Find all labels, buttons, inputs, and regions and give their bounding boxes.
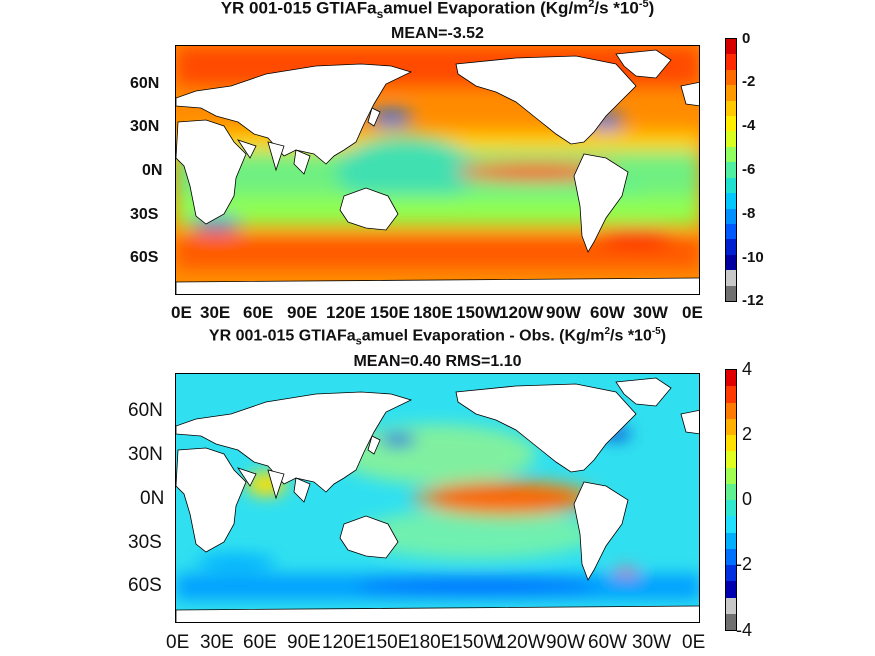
map1-colorbar-label: -12 (742, 292, 764, 309)
colorbar-segment (726, 208, 736, 226)
colorbar-segment (726, 177, 736, 195)
map2-stats: MEAN=0.40 RMS=1.10 (353, 353, 522, 370)
colorbar-segment (726, 565, 736, 583)
map1-lon-label: 30W (633, 303, 668, 322)
colorbar-segment (726, 532, 736, 551)
colorbar-segment (726, 516, 736, 534)
colorbar-segment (726, 69, 736, 87)
colorbar-segment (726, 54, 736, 72)
map1-colorbar-label: -4 (742, 117, 756, 134)
colorbar-segment (726, 597, 736, 616)
colorbar-segment (726, 370, 736, 388)
map2-colorbar-label: -2 (736, 554, 753, 574)
colorbar-segment (726, 270, 736, 287)
colorbar-segment (726, 131, 736, 149)
colorbar-segment (726, 146, 736, 164)
map2-plot-area (175, 373, 700, 623)
map2-colorbar-label: 0 (742, 489, 753, 509)
colorbar-segment (726, 451, 736, 469)
colorbar-segment (726, 193, 736, 210)
map2-lon-label: 60W (588, 632, 628, 653)
map2-lon-label: 180E (409, 632, 454, 653)
colorbar-segment (726, 39, 736, 56)
map2-lon-label: 60E (243, 632, 277, 653)
map2-field (176, 374, 699, 622)
map2-colorbar-label: 4 (742, 359, 753, 379)
colorbar-segment (726, 402, 736, 421)
map1-lat-label: 30N (130, 118, 160, 135)
colorbar-segment (726, 548, 736, 567)
colorbar-segment (726, 162, 736, 179)
map2-lon-label: 120W (496, 632, 546, 653)
map1-title: YR 001-015 GTIAFasamuel Evaporation (Kg/… (220, 0, 655, 22)
colorbar-segment (726, 223, 736, 241)
map1-lon-label: 60E (243, 303, 274, 322)
colorbar-segment (726, 467, 736, 486)
map1-lat-label: 60S (130, 249, 159, 266)
map2-lon-label: 120E (322, 632, 367, 653)
map1-lon-label: 90E (287, 303, 318, 322)
map1-colorbar (725, 38, 737, 302)
map1-stats: MEAN=-3.52 (391, 25, 484, 42)
map1-colorbar-label: -6 (742, 161, 756, 178)
map1-lon-label: 0E (682, 303, 703, 322)
map1-lat-label: 60N (130, 75, 160, 92)
map2-lon-label: 0E (166, 632, 190, 653)
map2-colorbar-label: -4 (736, 620, 753, 640)
colorbar-segment (726, 581, 736, 599)
colorbar-segment (726, 500, 736, 518)
colorbar-segment (726, 116, 736, 133)
map1-lon-label: 30E (200, 303, 231, 322)
map1-lat-label: 30S (130, 206, 159, 223)
colorbar-segment (726, 483, 736, 502)
map1-plot-area (175, 45, 700, 295)
map2-lon-label: 150W (452, 632, 502, 653)
map1-colorbar-label: -10 (742, 249, 764, 266)
colorbar-segment (726, 386, 736, 404)
map1-lon-label: 120W (499, 303, 544, 322)
map1-lon-label: 60W (590, 303, 625, 322)
colorbar-segment (726, 418, 736, 437)
map2-lon-label: 90W (546, 632, 586, 653)
colorbar-segment (726, 239, 736, 257)
colorbar-segment (726, 613, 736, 630)
map1-colorbar-label: -2 (742, 73, 756, 90)
map2-lat-label: 60S (128, 575, 162, 596)
map1-colorbar-label: -8 (742, 205, 756, 222)
map2-colorbar (725, 369, 737, 631)
map1-field (176, 46, 699, 294)
map1-colorbar-label: 0 (742, 30, 751, 47)
map2-lat-label: 60N (128, 400, 163, 421)
colorbar-segment (726, 435, 736, 453)
map1-lon-label: 0E (171, 303, 192, 322)
map2-lat-label: 30S (128, 532, 162, 553)
map2-lon-label: 0E (682, 632, 706, 653)
map2-title: YR 001-015 GTIAFasamuel Evaporation - Ob… (208, 326, 667, 348)
map1-lon-label: 120E (326, 303, 366, 322)
map2-lon-label: 90E (287, 632, 321, 653)
colorbar-segment (726, 85, 736, 102)
map2-colorbar-label: 2 (742, 424, 753, 444)
map1-lon-label: 90W (546, 303, 581, 322)
map2-lon-label: 30W (632, 632, 672, 653)
map2-lon-label: 30E (200, 632, 234, 653)
map2-lon-label: 150E (366, 632, 411, 653)
map1-lat-label: 0N (142, 162, 163, 179)
map2-lat-label: 30N (128, 444, 163, 465)
colorbar-segment (726, 100, 736, 118)
map1-lon-label: 150E (370, 303, 410, 322)
map2-lat-label: 0N (140, 488, 165, 509)
map1-lon-label: 150W (456, 303, 501, 322)
colorbar-segment (726, 285, 736, 301)
colorbar-segment (726, 254, 736, 272)
map1-lon-label: 180E (413, 303, 453, 322)
